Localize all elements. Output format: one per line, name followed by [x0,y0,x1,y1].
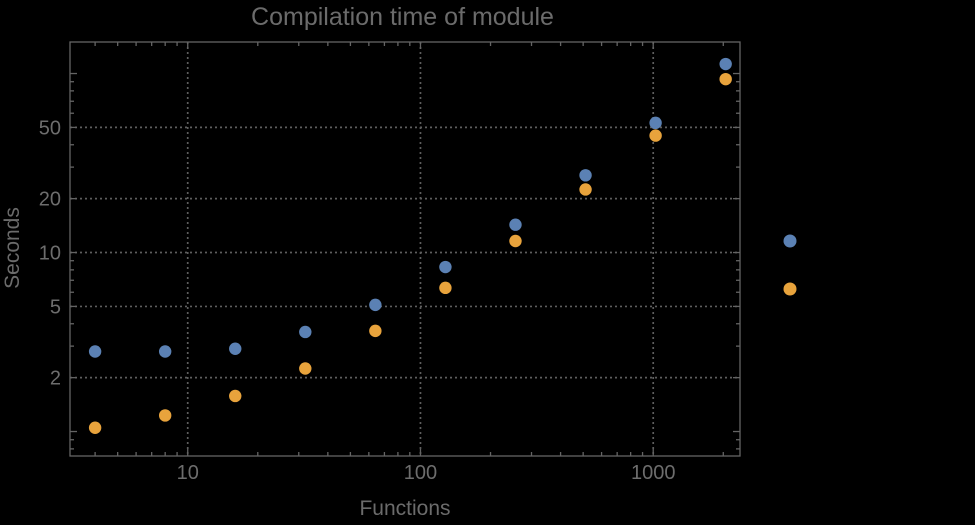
data-point-series-orange [88,421,102,434]
data-point-series-blue [88,345,102,358]
data-point-series-orange [158,409,172,422]
data-point-series-blue [439,260,452,274]
data-point-series-orange [229,389,242,403]
x-axis-label: Functions [359,497,451,520]
data-point-series-orange [649,129,662,142]
data-point-series-blue [579,169,592,182]
x-tick-label: 1000 [631,462,676,484]
y-tick-label: 20 [39,189,61,211]
data-point-series-orange [509,234,522,248]
data-point-series-blue [649,116,662,130]
data-point-series-blue [229,342,242,355]
y-tick-label: 2 [50,368,61,390]
data-point-series-orange [439,281,452,295]
data-point-series-orange [719,72,732,86]
y-tick-label: 5 [50,296,61,318]
y-tick-label: 10 [39,243,61,265]
chart-title: Compilation time of module [251,3,554,31]
legend-marker-2 [783,282,797,296]
data-point-series-blue [299,325,312,339]
data-point-series-orange [299,362,312,375]
data-point-series-blue [509,218,522,231]
y-tick-label: 50 [39,117,61,139]
data-point-series-blue [719,57,732,71]
data-point-series-orange [579,183,592,196]
legend-marker-1 [783,234,797,248]
x-tick-label: 100 [404,462,437,484]
x-tick-label: 10 [177,462,199,484]
data-point-series-orange [369,324,382,338]
data-point-series-blue [158,345,172,358]
y-axis-label: Seconds [1,207,24,289]
plot-frame [69,41,741,457]
data-point-series-blue [369,298,382,312]
